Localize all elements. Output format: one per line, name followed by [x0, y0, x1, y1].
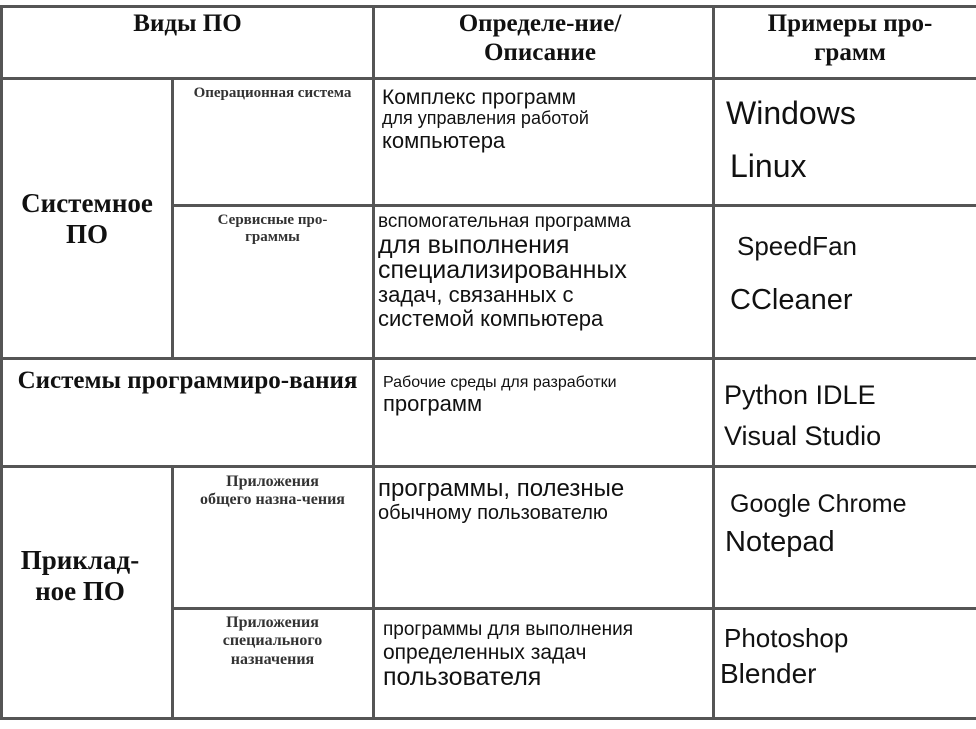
example: Blender	[720, 658, 817, 689]
example: Photoshop	[724, 623, 849, 653]
table-border	[171, 77, 174, 360]
example: Windows	[726, 95, 856, 131]
desc-line: программ	[383, 390, 483, 416]
table-border	[372, 5, 375, 720]
desc-line: Рабочие среды для разработки	[383, 374, 617, 391]
example: SpeedFan	[737, 231, 857, 261]
table-border	[172, 204, 976, 207]
desc-line: для выполнения	[378, 230, 570, 259]
table-border	[0, 465, 976, 468]
table-border	[172, 607, 976, 610]
header-definition: Определе-ние/Описание	[458, 10, 622, 66]
desc-line: специализированных	[378, 255, 627, 284]
example: Linux	[730, 148, 807, 184]
subtype-general-apps: Приложения общего назна-чения	[200, 473, 345, 509]
group-programming-systems: Системы программиро-вания	[17, 367, 358, 394]
example: Google Chrome	[730, 490, 907, 518]
table-border	[0, 77, 976, 80]
desc-line: Комплекс программ	[382, 86, 577, 109]
example: Python IDLE	[724, 380, 876, 410]
example: Visual Studio	[724, 421, 882, 451]
example: Notepad	[725, 526, 835, 558]
subtype-os: Операционная система	[193, 85, 352, 101]
desc-line: обычному пользователю	[378, 502, 608, 525]
table-border	[0, 357, 976, 360]
subtype-utilities: Сервисные про-граммы	[217, 212, 328, 246]
desc-line: системой компьютера	[378, 306, 604, 332]
table-border	[0, 717, 976, 720]
desc-line: для управления работой	[382, 108, 589, 129]
table-border	[712, 5, 715, 720]
header-examples: Примеры про-грамм	[767, 10, 933, 66]
desc-line: компьютера	[382, 127, 506, 153]
desc-line: вспомогательная программа	[378, 211, 631, 232]
table-border	[171, 465, 174, 720]
desc-line: пользователя	[383, 662, 542, 691]
desc-line: определенных задач	[383, 640, 587, 664]
subtype-special-apps: Приложения специального назначения	[222, 614, 323, 668]
group-system-software: Системное ПО	[21, 188, 153, 250]
desc-line: программы для выполнения	[383, 619, 634, 640]
desc-line: программы, полезные	[378, 475, 625, 502]
desc-line: задач, связанных с	[378, 281, 574, 307]
description-general-apps: программы, полезные обычному пользовател…	[378, 475, 625, 525]
description-os: Комплекс программ для управления работой…	[382, 86, 589, 153]
description-special-apps: программы для выполнения определенных за…	[383, 619, 634, 691]
description-utilities: вспомогательная программа для выполнения…	[378, 211, 631, 332]
example: CCleaner	[730, 284, 853, 316]
table-border	[0, 5, 3, 720]
header-types: Виды ПО	[133, 10, 242, 37]
table-border	[0, 5, 976, 8]
group-application-software: Приклад-ное ПО	[20, 545, 140, 607]
description-programming: Рабочие среды для разработки программ	[383, 374, 617, 416]
